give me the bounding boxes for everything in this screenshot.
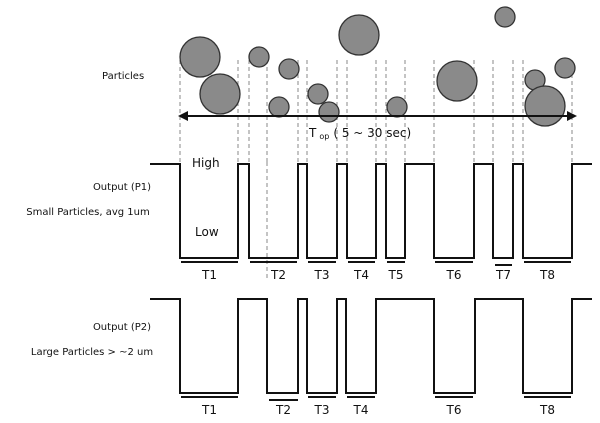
- period-label: T2: [275, 403, 291, 417]
- particle-circle: [338, 14, 380, 56]
- particle-circle: [307, 83, 329, 105]
- p2-output-waveform: [150, 298, 592, 394]
- particle-circle: [494, 6, 516, 28]
- particle-circle: [524, 85, 566, 127]
- particle-guide-lines: [179, 60, 573, 280]
- p2-title: Output (P2): [93, 322, 151, 333]
- period-label: T3: [314, 403, 330, 417]
- p2-period-markers: T1 T2 T3 T4 T6 T8: [181, 396, 571, 417]
- period-label: T7: [495, 268, 511, 282]
- period-label: T8: [539, 268, 555, 282]
- particle-circle: [318, 101, 340, 123]
- p2-description: Large Particles > ~2 um: [31, 347, 153, 358]
- particle-circle: [268, 96, 290, 118]
- particle-circle: [199, 73, 241, 115]
- period-label: T2: [270, 268, 286, 282]
- high-label: High: [192, 156, 220, 170]
- period-label: T6: [446, 268, 462, 282]
- p1-output-waveform: [150, 163, 592, 259]
- period-label: T8: [539, 403, 555, 417]
- p1-title: Output (P1): [93, 182, 151, 193]
- particle-circle: [436, 60, 478, 102]
- p1-period-markers: T1 T2 T3 T4 T5 T6 T7 T8: [181, 261, 571, 282]
- particle-circle: [554, 57, 576, 79]
- period-label: T1: [201, 268, 217, 282]
- particle-circle: [278, 58, 300, 80]
- low-label: Low: [195, 225, 219, 239]
- operating-time-arrow: [178, 111, 577, 121]
- particle-circle: [248, 46, 270, 68]
- p1-description: Small Particles, avg 1um: [26, 207, 149, 218]
- period-label: T3: [314, 268, 330, 282]
- particle-circle: [386, 96, 408, 118]
- particles-group: [179, 6, 576, 127]
- period-label: T4: [353, 268, 369, 282]
- period-label: T4: [353, 403, 369, 417]
- period-label: T6: [446, 403, 462, 417]
- period-label: T5: [388, 268, 404, 282]
- particles-label: Particles: [102, 71, 144, 82]
- particle-circle: [179, 36, 221, 78]
- period-label: T1: [201, 403, 217, 417]
